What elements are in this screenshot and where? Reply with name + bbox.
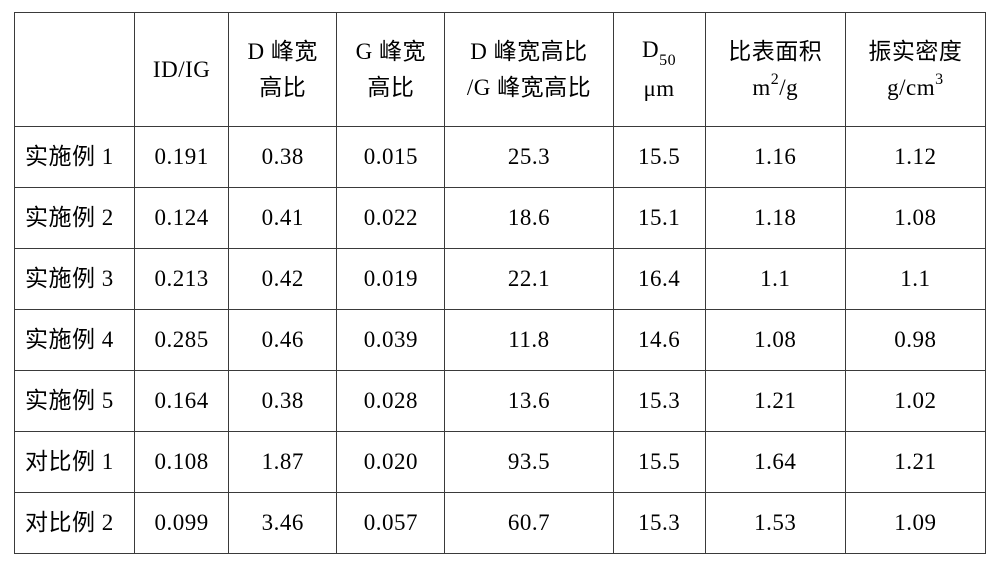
col-header-idig: ID/IG — [135, 13, 229, 127]
cell-ratio: 25.3 — [445, 127, 613, 188]
table-row: 对比例 1 0.108 1.87 0.020 93.5 15.5 1.64 1.… — [15, 432, 986, 493]
cell-g-fwhm: 0.015 — [337, 127, 445, 188]
cell-ratio: 93.5 — [445, 432, 613, 493]
cell-d-fwhm: 3.46 — [229, 493, 337, 554]
cell-d50: 15.3 — [613, 493, 705, 554]
cell-tap: 1.12 — [845, 127, 985, 188]
cell-g-fwhm: 0.057 — [337, 493, 445, 554]
cell-idig: 0.213 — [135, 249, 229, 310]
table-row: 实施例 4 0.285 0.46 0.039 11.8 14.6 1.08 0.… — [15, 310, 986, 371]
table-row: 实施例 1 0.191 0.38 0.015 25.3 15.5 1.16 1.… — [15, 127, 986, 188]
cell-d50: 16.4 — [613, 249, 705, 310]
table-row: 实施例 3 0.213 0.42 0.019 22.1 16.4 1.1 1.1 — [15, 249, 986, 310]
cell-idig: 0.164 — [135, 371, 229, 432]
cell-d-fwhm: 0.42 — [229, 249, 337, 310]
cell-label: 实施例 1 — [15, 127, 135, 188]
table-row: 实施例 2 0.124 0.41 0.022 18.6 15.1 1.18 1.… — [15, 188, 986, 249]
cell-tap: 1.02 — [845, 371, 985, 432]
cell-g-fwhm: 0.020 — [337, 432, 445, 493]
cell-idig: 0.108 — [135, 432, 229, 493]
cell-d50: 15.1 — [613, 188, 705, 249]
cell-d-fwhm: 1.87 — [229, 432, 337, 493]
cell-ssa: 1.21 — [705, 371, 845, 432]
cell-d-fwhm: 0.38 — [229, 127, 337, 188]
cell-tap: 1.09 — [845, 493, 985, 554]
col-header-d-fwhm: D 峰宽高比 — [229, 13, 337, 127]
cell-tap: 1.1 — [845, 249, 985, 310]
cell-ratio: 22.1 — [445, 249, 613, 310]
cell-d50: 15.3 — [613, 371, 705, 432]
cell-ssa: 1.64 — [705, 432, 845, 493]
cell-label: 实施例 3 — [15, 249, 135, 310]
cell-ssa: 1.1 — [705, 249, 845, 310]
table-row: 实施例 5 0.164 0.38 0.028 13.6 15.3 1.21 1.… — [15, 371, 986, 432]
cell-d50: 15.5 — [613, 127, 705, 188]
cell-idig: 0.191 — [135, 127, 229, 188]
cell-ratio: 60.7 — [445, 493, 613, 554]
cell-tap: 1.08 — [845, 188, 985, 249]
cell-g-fwhm: 0.022 — [337, 188, 445, 249]
col-header-g-fwhm: G 峰宽高比 — [337, 13, 445, 127]
cell-label: 对比例 2 — [15, 493, 135, 554]
page-wrapper: ID/IG D 峰宽高比 G 峰宽高比 D 峰宽高比/G 峰宽高比 D50μm … — [0, 0, 1000, 566]
cell-ratio: 11.8 — [445, 310, 613, 371]
cell-g-fwhm: 0.039 — [337, 310, 445, 371]
col-header-tap: 振实密度g/cm3 — [845, 13, 985, 127]
cell-ssa: 1.18 — [705, 188, 845, 249]
col-header-ratio: D 峰宽高比/G 峰宽高比 — [445, 13, 613, 127]
cell-g-fwhm: 0.028 — [337, 371, 445, 432]
cell-label: 实施例 2 — [15, 188, 135, 249]
cell-ssa: 1.53 — [705, 493, 845, 554]
col-header-d50: D50μm — [613, 13, 705, 127]
cell-ssa: 1.08 — [705, 310, 845, 371]
cell-ratio: 18.6 — [445, 188, 613, 249]
cell-label: 对比例 1 — [15, 432, 135, 493]
cell-idig: 0.285 — [135, 310, 229, 371]
cell-idig: 0.124 — [135, 188, 229, 249]
cell-d50: 14.6 — [613, 310, 705, 371]
cell-g-fwhm: 0.019 — [337, 249, 445, 310]
data-table: ID/IG D 峰宽高比 G 峰宽高比 D 峰宽高比/G 峰宽高比 D50μm … — [14, 12, 986, 554]
col-header-ssa: 比表面积m2/g — [705, 13, 845, 127]
cell-tap: 1.21 — [845, 432, 985, 493]
cell-d50: 15.5 — [613, 432, 705, 493]
cell-label: 实施例 4 — [15, 310, 135, 371]
cell-label: 实施例 5 — [15, 371, 135, 432]
cell-tap: 0.98 — [845, 310, 985, 371]
header-row: ID/IG D 峰宽高比 G 峰宽高比 D 峰宽高比/G 峰宽高比 D50μm … — [15, 13, 986, 127]
table-row: 对比例 2 0.099 3.46 0.057 60.7 15.3 1.53 1.… — [15, 493, 986, 554]
col-header-label — [15, 13, 135, 127]
cell-d-fwhm: 0.38 — [229, 371, 337, 432]
cell-idig: 0.099 — [135, 493, 229, 554]
cell-d-fwhm: 0.41 — [229, 188, 337, 249]
table-body: 实施例 1 0.191 0.38 0.015 25.3 15.5 1.16 1.… — [15, 127, 986, 554]
cell-ratio: 13.6 — [445, 371, 613, 432]
cell-d-fwhm: 0.46 — [229, 310, 337, 371]
cell-ssa: 1.16 — [705, 127, 845, 188]
